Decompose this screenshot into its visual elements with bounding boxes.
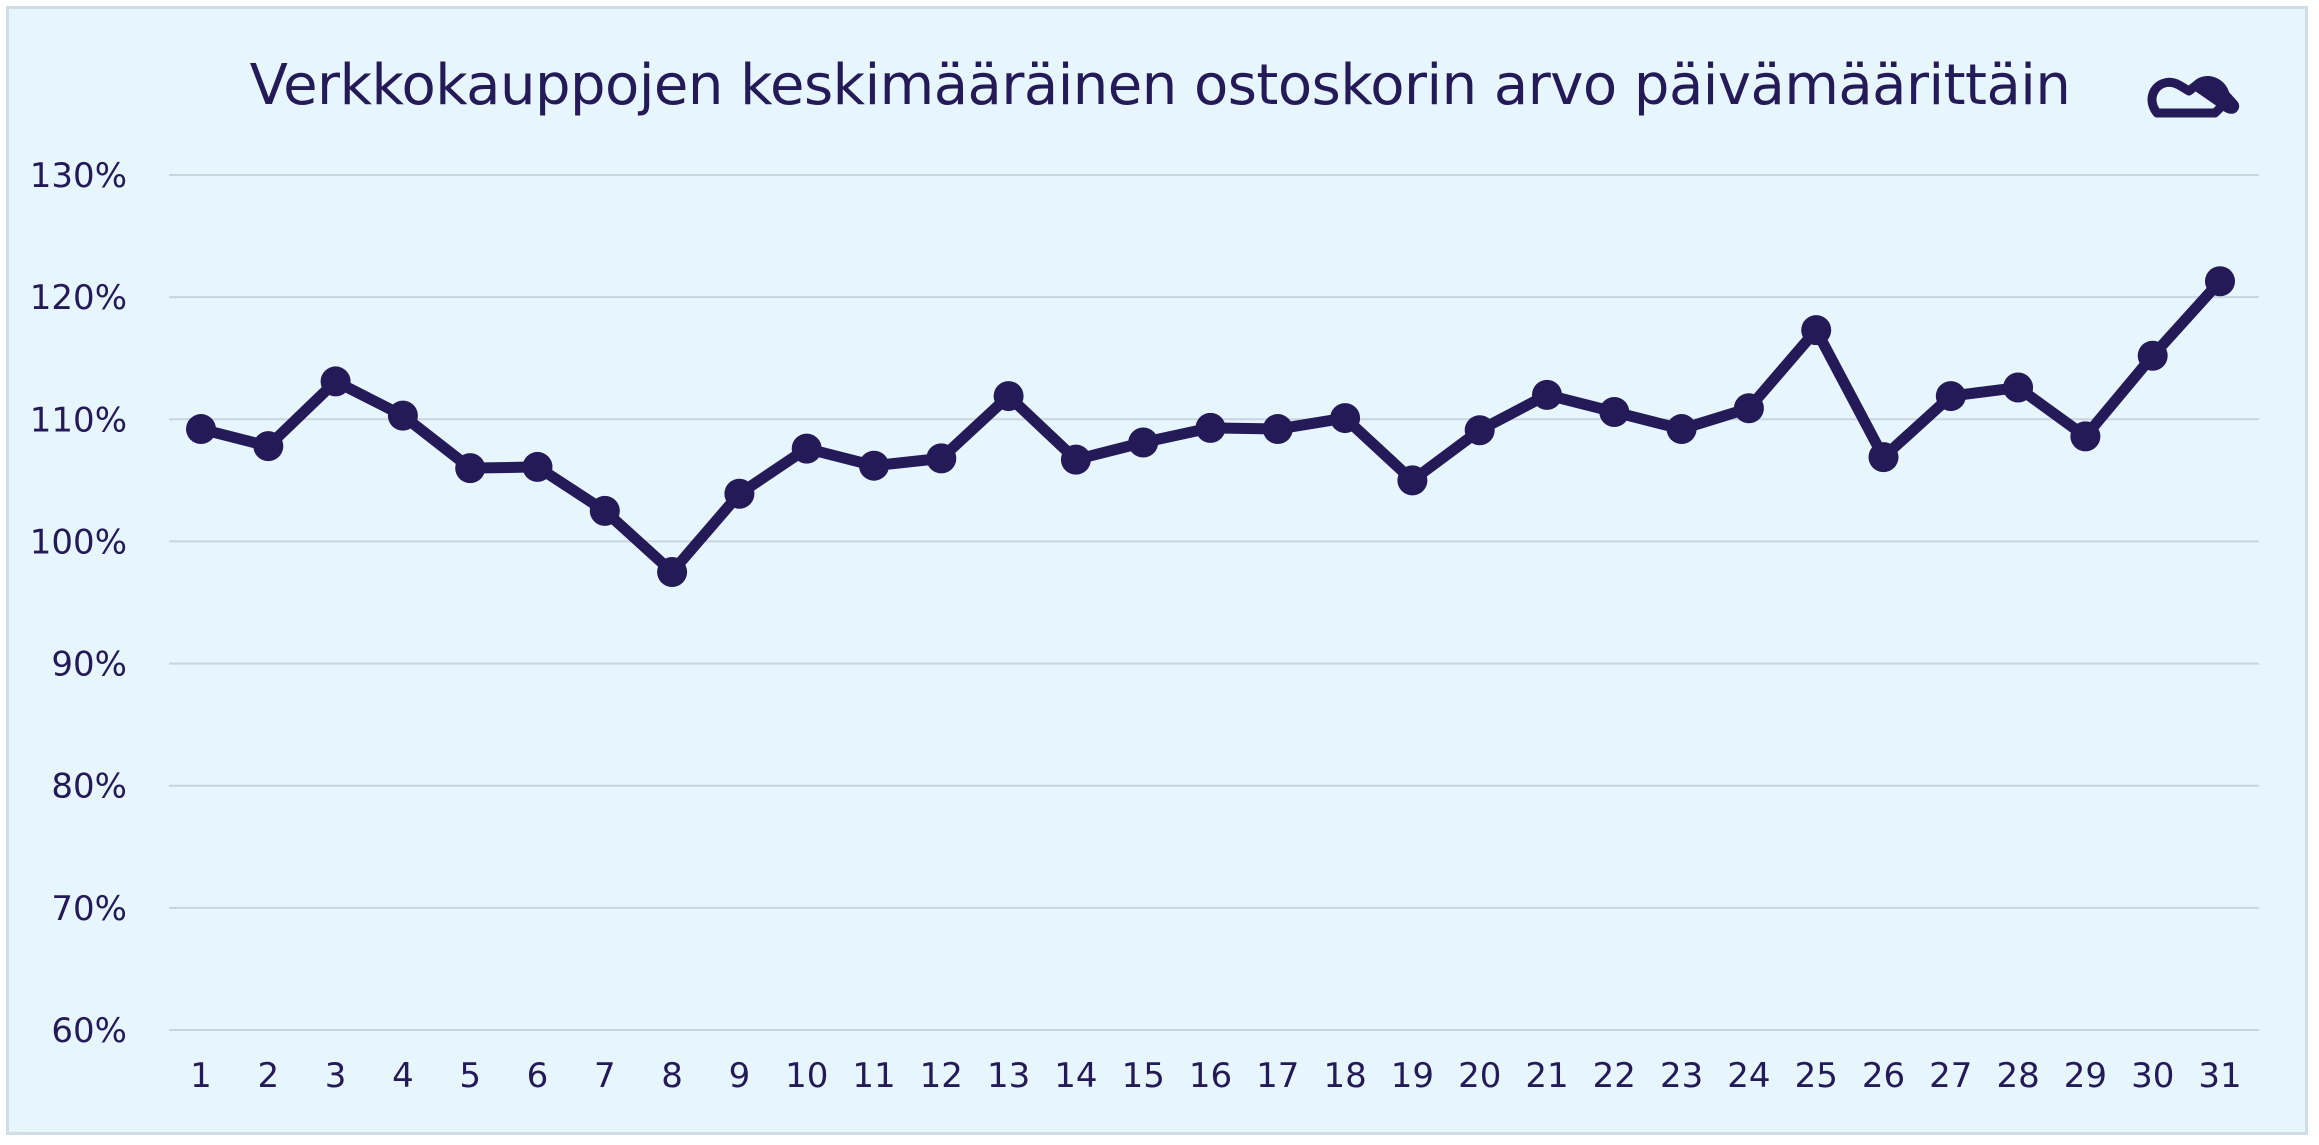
data-point	[2205, 266, 2235, 297]
data-point	[589, 495, 620, 526]
xtick-label: 14	[1054, 1056, 1097, 1096]
xtick-label: 12	[920, 1056, 963, 1096]
data-point	[1733, 393, 1764, 424]
data-point	[859, 450, 889, 481]
data-point	[1868, 442, 1899, 473]
xtick-label: 23	[1660, 1056, 1703, 1096]
data-point	[1330, 403, 1361, 434]
data-point	[1935, 381, 1966, 412]
xtick-label: 9	[729, 1056, 751, 1096]
data-point	[1666, 414, 1697, 445]
data-point	[657, 556, 688, 587]
ytick-label: 110%	[30, 400, 127, 440]
data-point	[320, 366, 351, 397]
xtick-label: 18	[1323, 1056, 1366, 1096]
xtick-label: 17	[1256, 1056, 1299, 1096]
data-point	[926, 443, 957, 474]
xtick-label: 26	[1862, 1056, 1905, 1096]
xtick-label: 22	[1593, 1056, 1636, 1096]
ytick-label: 80%	[51, 767, 127, 807]
line-chart: 60%70%80%90%100%110%120%130% 1 2 3 4 5 6 7 8 9 10…	[30, 76, 2259, 1096]
xtick-label: 28	[1996, 1056, 2039, 1096]
xtick-label: 3	[325, 1056, 347, 1096]
chart-title: Verkkokauppojen keskimääräinen ostoskori…	[249, 53, 2071, 118]
data-point	[186, 414, 216, 445]
data-point	[1262, 414, 1293, 445]
ytick-label: 100%	[30, 522, 127, 562]
ytick-label: 70%	[51, 889, 127, 929]
data-point	[1801, 315, 1832, 346]
xtick-label: 27	[1929, 1056, 1972, 1096]
data-point	[1128, 427, 1159, 458]
xtick-label: 7	[594, 1056, 616, 1096]
xtick-label: 2	[257, 1056, 279, 1096]
xtick-label: 24	[1727, 1056, 1770, 1096]
data-point	[2070, 421, 2101, 452]
xtick-label: 15	[1122, 1056, 1165, 1096]
ytick-label: 120%	[30, 278, 127, 318]
xtick-label: 20	[1458, 1056, 1501, 1096]
xtick-label: 16	[1189, 1056, 1232, 1096]
data-point	[1195, 412, 1226, 443]
data-point	[1464, 415, 1495, 446]
xtick-label: 5	[459, 1056, 481, 1096]
data-point	[1397, 465, 1428, 496]
ytick-label: 130%	[30, 156, 127, 196]
xtick-label: 1	[190, 1056, 212, 1096]
xtick-label: 29	[2064, 1056, 2107, 1096]
data-point	[522, 451, 553, 482]
data-point	[253, 431, 284, 462]
data-point	[2137, 340, 2168, 371]
data-point	[1599, 396, 1630, 427]
data-point	[791, 433, 822, 464]
data-point	[2003, 372, 2034, 403]
data-point	[455, 453, 486, 484]
xtick-label: 30	[2131, 1056, 2174, 1096]
xtick-label: 13	[987, 1056, 1030, 1096]
data-point	[1532, 379, 1562, 410]
xtick-label: 4	[392, 1056, 414, 1096]
xtick-label: 11	[852, 1056, 895, 1096]
xtick-label: 10	[785, 1056, 828, 1096]
xtick-label: 19	[1391, 1056, 1434, 1096]
xtick-label: 21	[1525, 1056, 1568, 1096]
data-point	[724, 478, 755, 509]
xtick-label: 31	[2198, 1056, 2241, 1096]
xtick-label: 8	[661, 1056, 683, 1096]
xtick-label: 6	[527, 1056, 549, 1096]
xtick-label: 25	[1795, 1056, 1838, 1096]
data-point	[387, 400, 418, 431]
data-point	[993, 381, 1024, 412]
ytick-label: 60%	[51, 1011, 127, 1051]
brand-logo-icon	[2147, 76, 2240, 118]
data-point	[1060, 444, 1091, 475]
chart-frame: Verkkokauppojen keskimääräinen ostoskori…	[6, 6, 2308, 1135]
ytick-label: 90%	[51, 645, 127, 685]
